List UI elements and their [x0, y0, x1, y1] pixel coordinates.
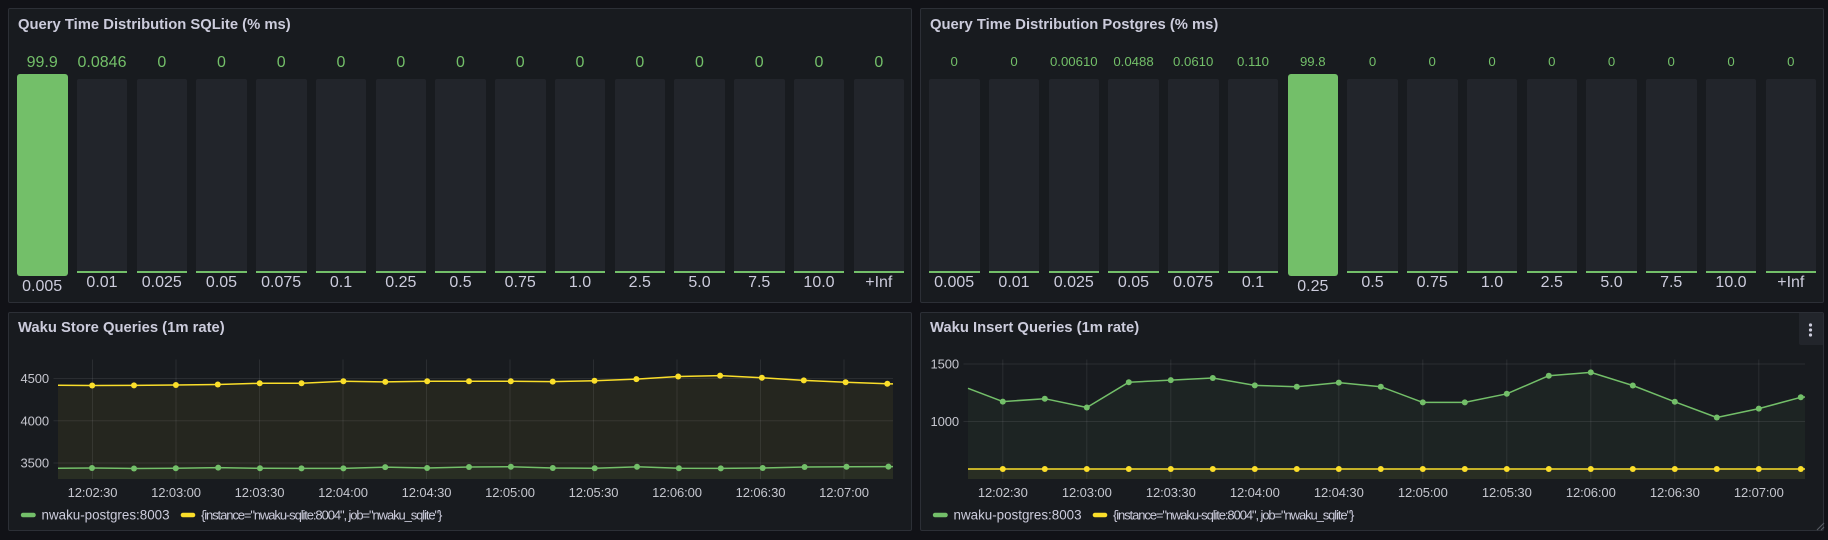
- svg-text:12:06:30: 12:06:30: [736, 485, 786, 500]
- svg-text:12:07:00: 12:07:00: [1734, 485, 1784, 500]
- svg-text:12:05:00: 12:05:00: [1398, 485, 1448, 500]
- svg-text:1500: 1500: [930, 357, 959, 372]
- svg-text:12:03:00: 12:03:00: [151, 485, 201, 500]
- svg-text:12:05:30: 12:05:30: [569, 485, 619, 500]
- svg-text:1000: 1000: [930, 414, 959, 429]
- svg-text:12:07:00: 12:07:00: [819, 485, 869, 500]
- svg-text:12:06:30: 12:06:30: [1650, 485, 1700, 500]
- svg-text:12:03:30: 12:03:30: [235, 485, 285, 500]
- svg-text:4500: 4500: [20, 371, 49, 386]
- svg-text:12:04:00: 12:04:00: [318, 485, 368, 500]
- svg-text:12:03:00: 12:03:00: [1062, 485, 1112, 500]
- svg-text:12:06:00: 12:06:00: [652, 485, 702, 500]
- svg-text:{instance="nwaku-sqlite:8004",: {instance="nwaku-sqlite:8004", job="nwak…: [201, 507, 443, 522]
- svg-text:12:03:30: 12:03:30: [1146, 485, 1196, 500]
- svg-text:3500: 3500: [20, 456, 49, 471]
- svg-text:12:02:30: 12:02:30: [68, 485, 118, 500]
- svg-text:12:05:30: 12:05:30: [1482, 485, 1532, 500]
- svg-text:nwaku-postgres:8003: nwaku-postgres:8003: [42, 507, 170, 522]
- svg-text:4000: 4000: [20, 414, 49, 429]
- svg-text:12:04:30: 12:04:30: [402, 485, 452, 500]
- svg-text:12:06:00: 12:06:00: [1566, 485, 1616, 500]
- svg-text:12:02:30: 12:02:30: [978, 485, 1028, 500]
- svg-text:12:04:30: 12:04:30: [1314, 485, 1364, 500]
- svg-text:{instance="nwaku-sqlite:8004",: {instance="nwaku-sqlite:8004", job="nwak…: [1113, 507, 1355, 522]
- svg-text:nwaku-postgres:8003: nwaku-postgres:8003: [954, 507, 1082, 522]
- svg-text:12:04:00: 12:04:00: [1230, 485, 1280, 500]
- svg-text:12:05:00: 12:05:00: [485, 485, 535, 500]
